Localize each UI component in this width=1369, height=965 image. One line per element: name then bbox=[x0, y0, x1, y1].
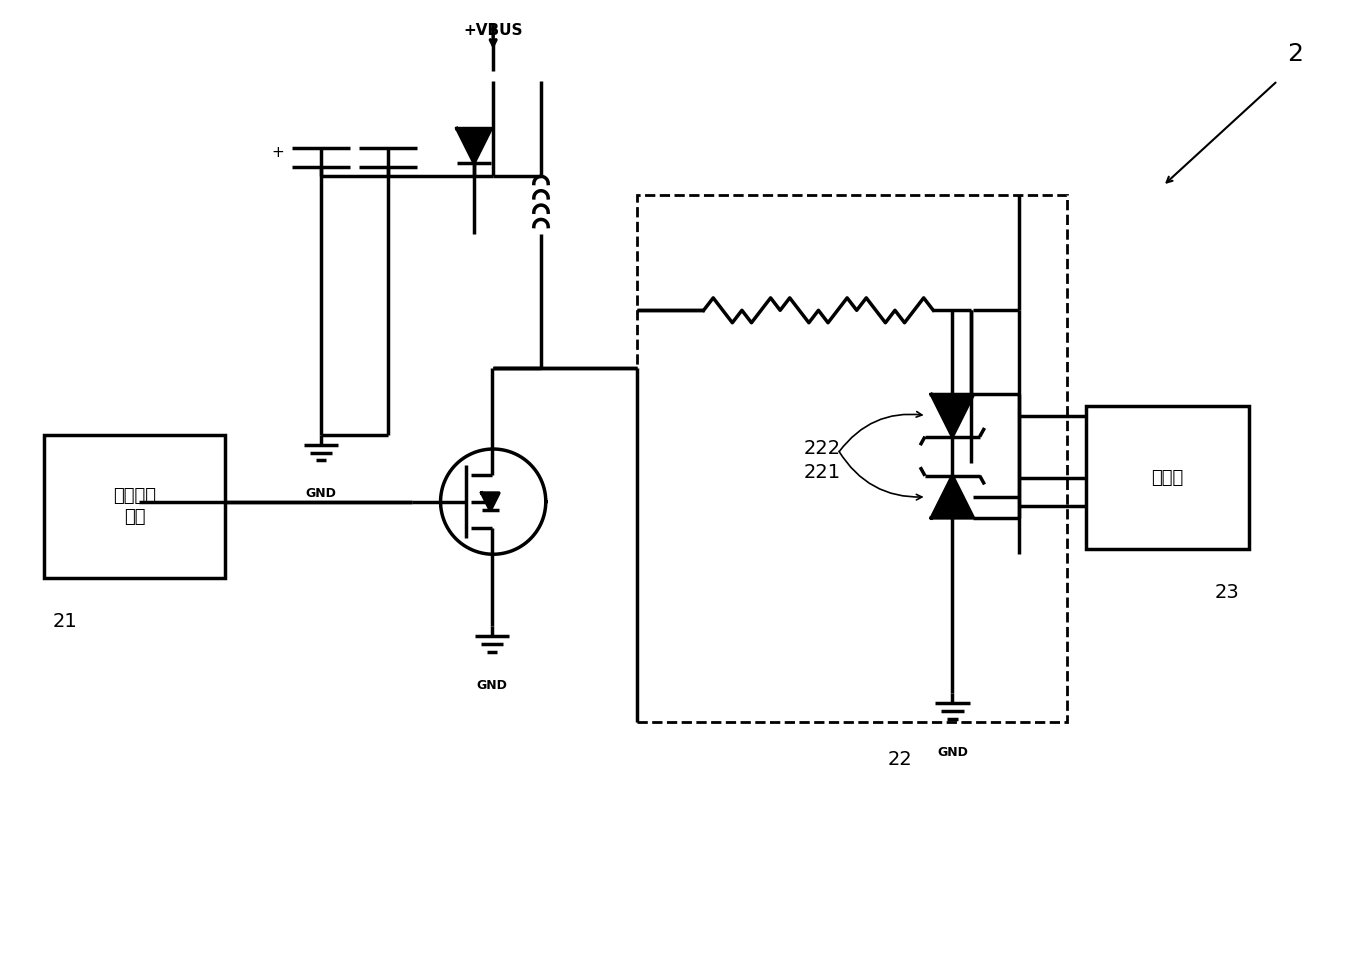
Text: GND: GND bbox=[305, 487, 337, 500]
Text: 221: 221 bbox=[804, 463, 841, 482]
Polygon shape bbox=[931, 476, 973, 518]
Polygon shape bbox=[931, 395, 973, 436]
Bar bbox=[44, 434, 226, 578]
Text: 21: 21 bbox=[53, 612, 78, 631]
Bar bbox=[637, 196, 1068, 722]
Text: GND: GND bbox=[936, 746, 968, 758]
Text: 22: 22 bbox=[887, 751, 912, 769]
Text: 222: 222 bbox=[804, 439, 841, 458]
Text: 2: 2 bbox=[1287, 42, 1303, 67]
Text: GND: GND bbox=[476, 678, 508, 692]
Text: +VBUS: +VBUS bbox=[464, 22, 523, 38]
Text: 脉冲产生
电路: 脉冲产生 电路 bbox=[112, 487, 156, 526]
Text: 示波器: 示波器 bbox=[1151, 469, 1184, 486]
Text: +: + bbox=[271, 145, 285, 160]
Polygon shape bbox=[457, 128, 491, 163]
Bar bbox=[1086, 406, 1249, 549]
Polygon shape bbox=[482, 493, 498, 510]
Text: 23: 23 bbox=[1214, 583, 1239, 602]
